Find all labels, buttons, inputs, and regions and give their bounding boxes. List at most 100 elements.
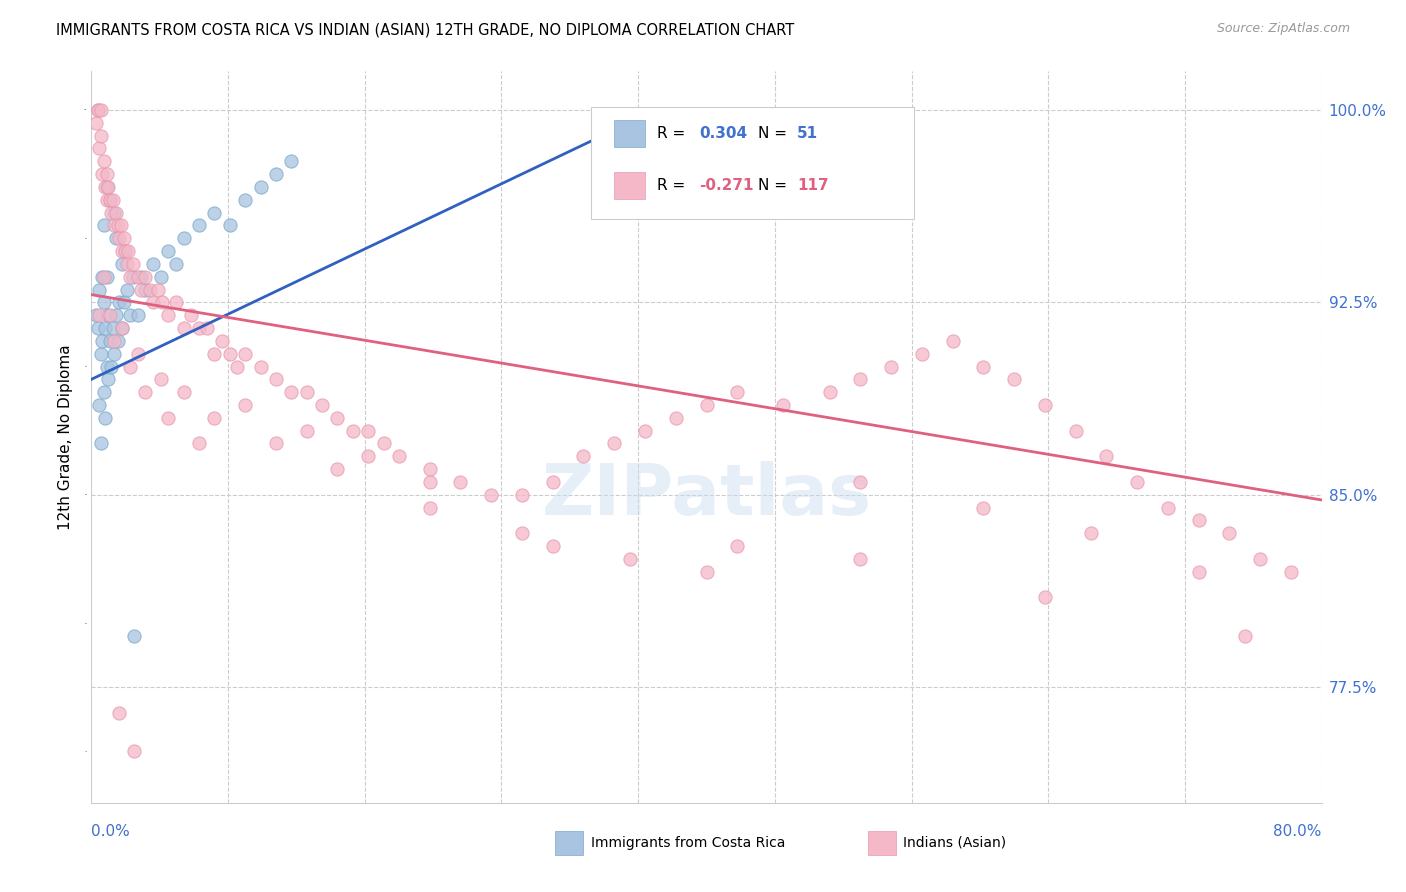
Text: -0.271: -0.271 — [699, 178, 754, 193]
Point — [1080, 526, 1102, 541]
Text: Indians (Asian): Indians (Asian) — [903, 836, 1005, 850]
Point — [108, 231, 131, 245]
Text: 51: 51 — [797, 127, 818, 141]
Point — [94, 410, 117, 425]
Point — [90, 128, 112, 143]
Point — [880, 359, 903, 374]
Point — [134, 385, 156, 400]
Point — [373, 436, 395, 450]
Point — [98, 193, 121, 207]
Point — [86, 103, 108, 117]
Point — [93, 219, 115, 233]
Point — [264, 167, 287, 181]
Point — [180, 308, 202, 322]
Point — [118, 359, 141, 374]
Point — [342, 424, 364, 438]
Point — [665, 410, 688, 425]
Point — [150, 295, 173, 310]
Text: 117: 117 — [797, 178, 828, 193]
Point — [619, 552, 641, 566]
Point — [695, 565, 717, 579]
Point — [202, 346, 225, 360]
Point — [93, 154, 115, 169]
Point — [295, 385, 318, 400]
Point — [218, 219, 240, 233]
Point — [112, 231, 135, 245]
Point — [86, 321, 108, 335]
Point — [603, 436, 626, 450]
Text: 0.304: 0.304 — [699, 127, 747, 141]
Text: 80.0%: 80.0% — [1274, 824, 1322, 838]
Point — [118, 269, 141, 284]
Point — [108, 295, 131, 310]
Point — [849, 552, 872, 566]
Text: 0.0%: 0.0% — [91, 824, 131, 838]
Point — [911, 346, 934, 360]
Text: R =: R = — [657, 178, 690, 193]
Point — [419, 475, 441, 489]
Text: ZIPatlas: ZIPatlas — [541, 461, 872, 530]
Point — [311, 398, 333, 412]
Point — [134, 283, 156, 297]
Point — [111, 244, 134, 258]
Point — [165, 257, 187, 271]
Point — [157, 308, 180, 322]
Point — [124, 629, 146, 643]
Point — [90, 346, 112, 360]
Text: Immigrants from Costa Rica: Immigrants from Costa Rica — [591, 836, 785, 850]
Point — [87, 283, 110, 297]
Point — [849, 475, 872, 489]
Point — [419, 500, 441, 515]
Text: R =: R = — [657, 127, 690, 141]
Point — [90, 436, 112, 450]
Point — [108, 706, 131, 720]
Point — [818, 385, 841, 400]
Point — [117, 244, 139, 258]
Point — [1279, 565, 1302, 579]
Point — [103, 334, 125, 348]
Point — [90, 103, 112, 117]
Point — [449, 475, 471, 489]
Point — [165, 295, 187, 310]
Point — [510, 488, 533, 502]
Point — [111, 321, 134, 335]
Point — [280, 154, 302, 169]
Point — [96, 269, 118, 284]
Point — [105, 308, 127, 322]
Point — [972, 500, 994, 515]
Point — [97, 372, 120, 386]
Point — [103, 346, 125, 360]
Point — [388, 450, 411, 464]
Point — [105, 205, 127, 219]
Point — [264, 436, 287, 450]
Point — [142, 257, 165, 271]
Point — [233, 193, 256, 207]
Point — [1033, 398, 1056, 412]
Point — [103, 205, 125, 219]
Point — [695, 398, 717, 412]
Point — [139, 283, 162, 297]
Point — [202, 410, 225, 425]
Point — [1002, 372, 1025, 386]
Point — [107, 334, 129, 348]
Point — [419, 462, 441, 476]
Point — [96, 359, 118, 374]
Point — [233, 346, 256, 360]
Point — [93, 269, 115, 284]
Point — [112, 295, 135, 310]
Point — [91, 269, 114, 284]
Point — [146, 283, 169, 297]
Point — [107, 219, 129, 233]
Point — [188, 219, 211, 233]
Point — [326, 462, 349, 476]
Point — [572, 450, 595, 464]
Text: Source: ZipAtlas.com: Source: ZipAtlas.com — [1216, 22, 1350, 36]
Point — [510, 526, 533, 541]
Point — [280, 385, 302, 400]
Point — [249, 359, 271, 374]
Point — [115, 283, 138, 297]
Point — [218, 346, 240, 360]
Point — [941, 334, 963, 348]
Point — [479, 488, 502, 502]
Point — [195, 321, 218, 335]
